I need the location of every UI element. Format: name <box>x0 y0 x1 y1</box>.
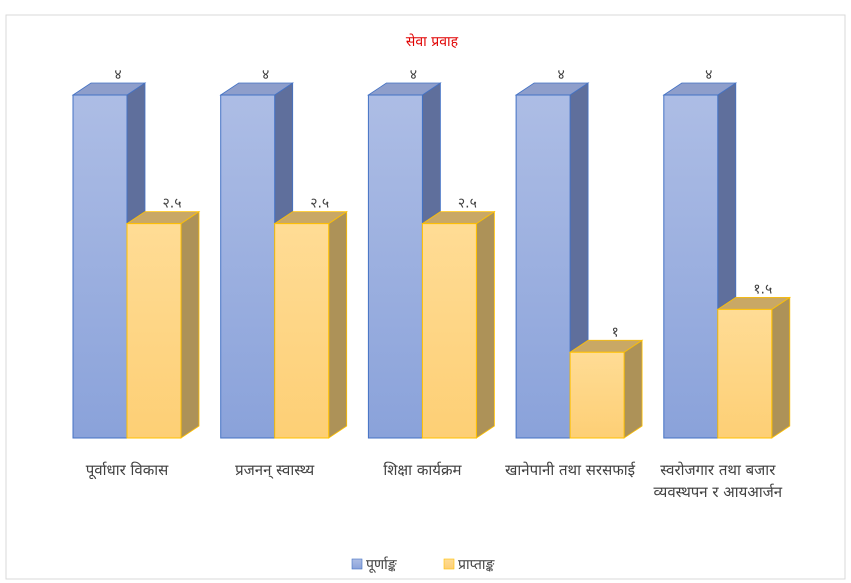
x-tick-label: स्वरोजगार तथा बजार व्यवस्थपन र आयआर्जन <box>653 461 783 501</box>
bar-side <box>771 296 791 439</box>
x-tick-label: प्रजनन् स्वास्थ्य <box>235 461 315 479</box>
data-label: २.५ <box>162 196 181 212</box>
chart-title: सेवा प्रवाह <box>406 33 459 50</box>
legend-swatch <box>443 558 455 570</box>
data-label: १ <box>611 324 618 340</box>
bar-side <box>180 210 200 439</box>
data-label: ४ <box>114 67 121 83</box>
data-label: ४ <box>705 67 712 83</box>
x-tick-label: खानेपानी तथा सरसफाई <box>505 461 636 479</box>
bar <box>126 223 182 439</box>
x-tick-label: शिक्षा कार्यक्रम <box>383 461 462 479</box>
data-label: ४ <box>557 67 564 83</box>
bar <box>367 94 423 439</box>
bar <box>220 94 276 439</box>
bar-side <box>475 210 495 439</box>
legend-swatch <box>351 558 363 570</box>
bar-side <box>623 339 643 439</box>
bar <box>663 94 719 439</box>
data-label: २.५ <box>310 196 329 212</box>
legend-label: पूर्णाङ्क <box>366 556 398 573</box>
data-label: ४ <box>410 67 417 83</box>
bar-side <box>328 210 348 439</box>
data-label: ४ <box>262 67 269 83</box>
bar <box>717 308 773 439</box>
bar <box>569 351 625 439</box>
legend-label: प्राप्ताङ्क <box>458 557 496 573</box>
x-tick-label: पूर्वाधार विकास <box>85 461 169 479</box>
bar <box>274 223 330 439</box>
data-label: २.५ <box>458 196 477 212</box>
bar <box>421 223 477 439</box>
bar <box>72 94 128 439</box>
data-label: १.५ <box>753 281 772 297</box>
bar <box>515 94 571 439</box>
